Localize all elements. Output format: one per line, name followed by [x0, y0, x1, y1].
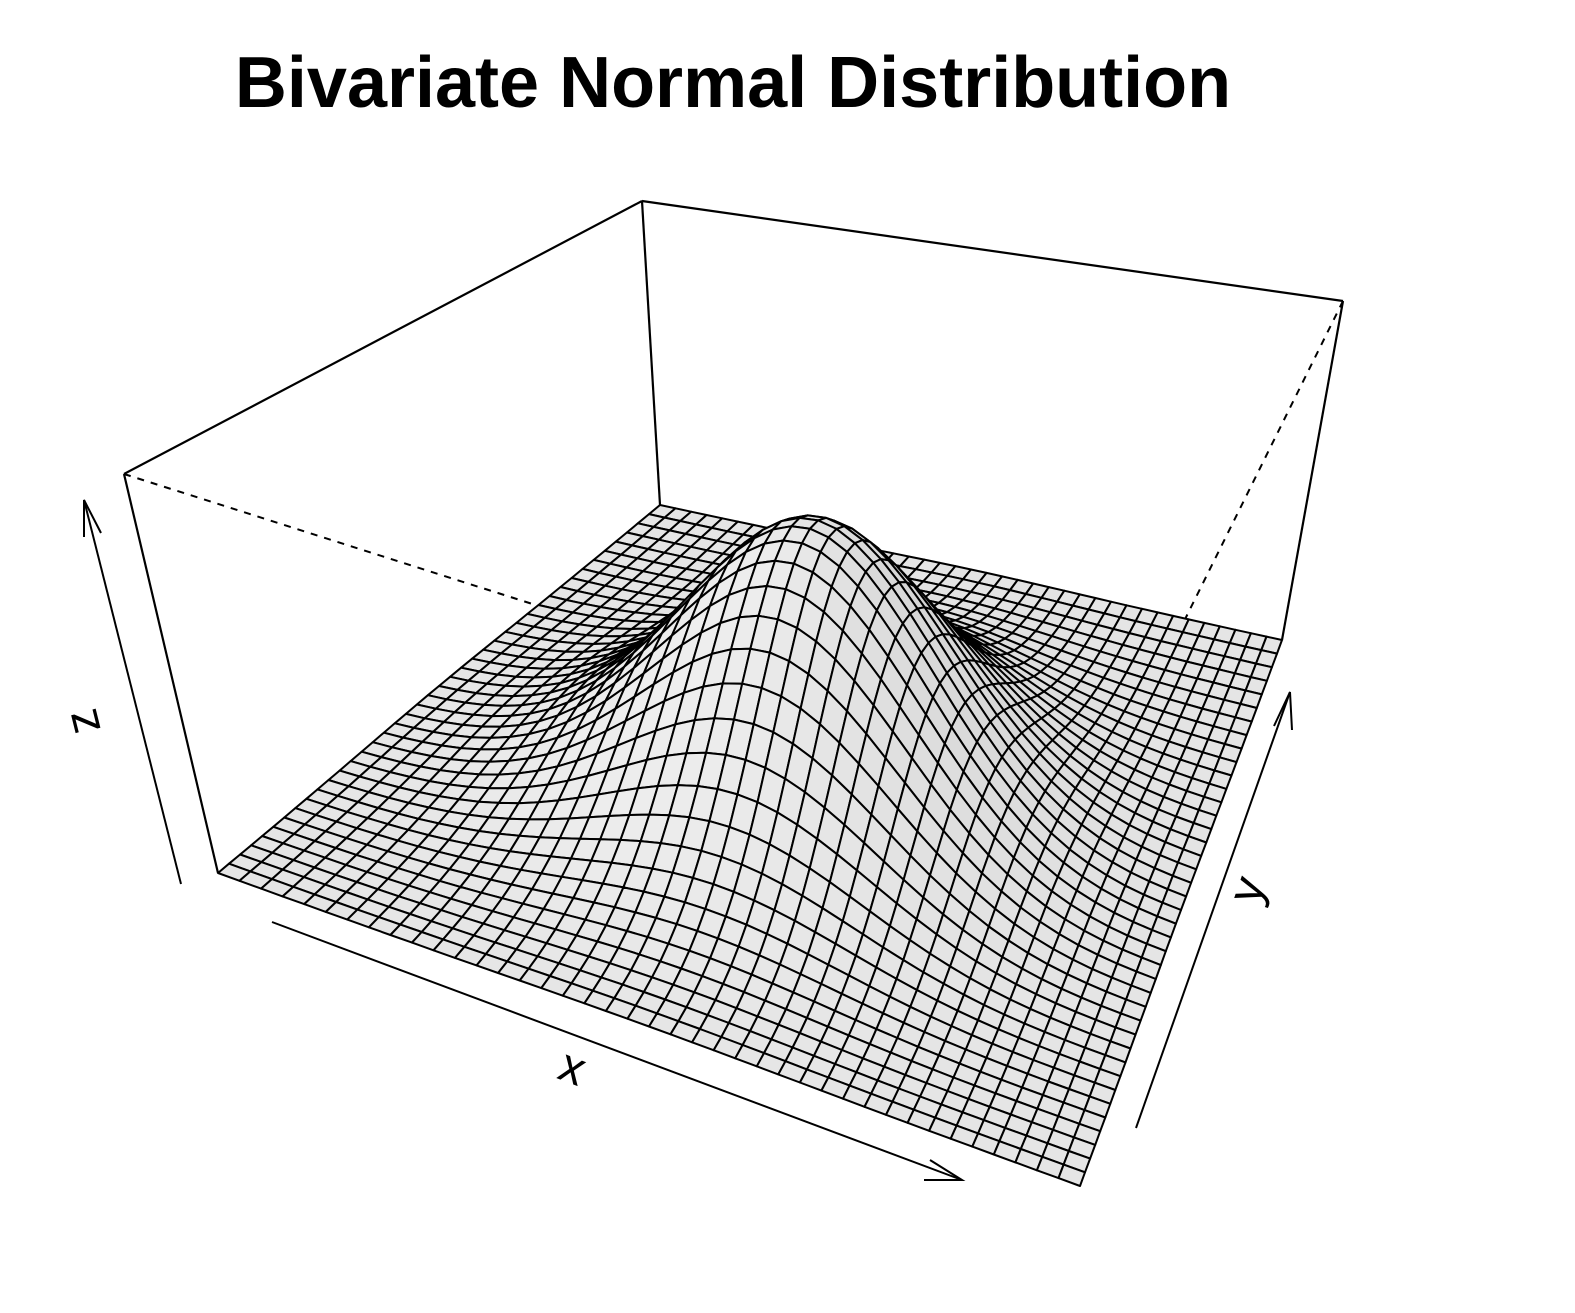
- box-edge-vertical-back: [642, 201, 660, 505]
- surface-mesh: [218, 505, 1282, 1186]
- box-edge-vertical-left: [124, 474, 218, 873]
- z-axis-label: z: [54, 704, 111, 740]
- x-axis-label: x: [552, 1038, 593, 1096]
- y-axis-label: y: [1218, 870, 1276, 910]
- box-edge-top-right: [642, 201, 1343, 301]
- box-edge-vertical-right: [1282, 301, 1343, 640]
- chart-title: Bivariate Normal Distribution: [235, 43, 1231, 123]
- box-edge-top-left: [124, 201, 642, 474]
- z-axis-arrow: [84, 500, 181, 884]
